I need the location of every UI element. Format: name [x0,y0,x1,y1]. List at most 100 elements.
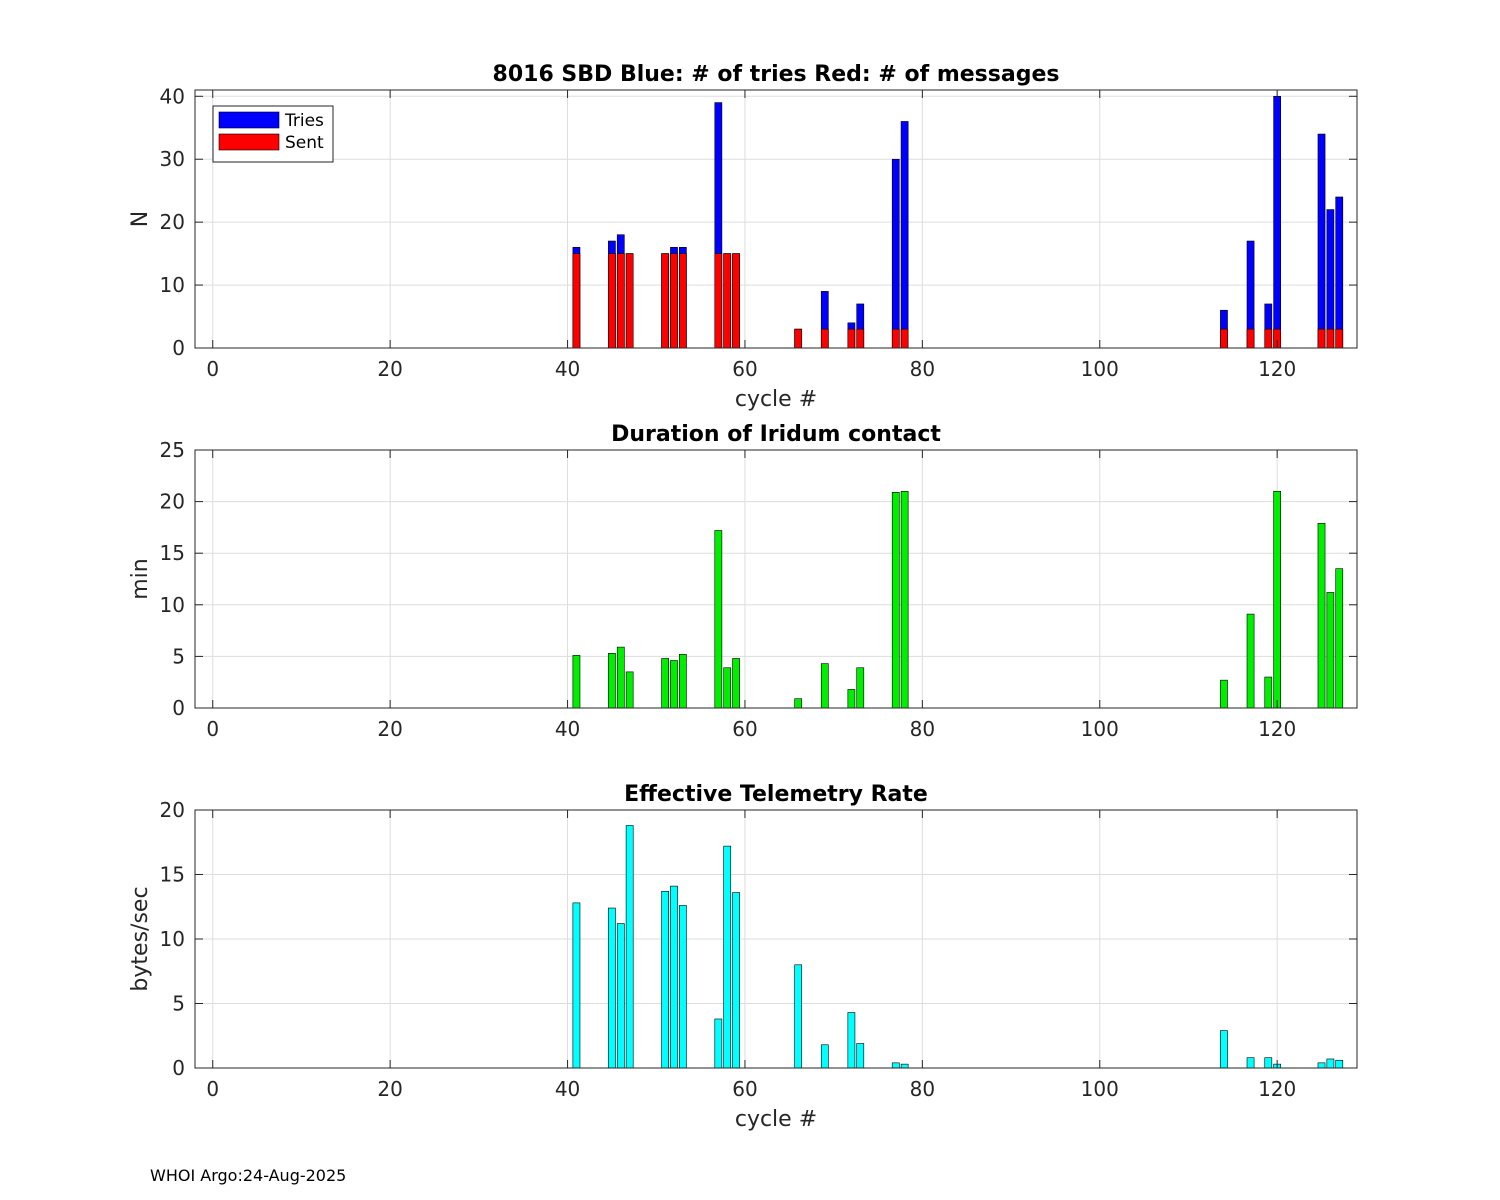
legend-swatch [218,111,280,129]
y-tick-label: 20 [160,798,185,822]
axes-box [194,89,1358,349]
bar [900,1063,909,1069]
y-tick-label: 10 [160,273,185,297]
x-tick-label: 40 [555,357,580,381]
y-tick-label: 5 [172,992,185,1016]
bar [1326,1058,1335,1069]
x-tick-label: 60 [732,1077,757,1101]
bar [1264,328,1273,349]
y-tick-label: 0 [172,336,185,360]
y-axis-label: bytes/sec [128,886,153,991]
bar [670,253,678,349]
bar [732,892,740,1069]
x-tick-label: 20 [377,357,402,381]
x-tick-label: 40 [555,1077,580,1101]
bar [679,905,687,1069]
bar [625,825,634,1069]
bar [608,907,616,1069]
bar [1335,568,1344,709]
y-tick-label: 15 [160,541,185,565]
x-tick-label: 0 [206,1077,219,1101]
bar [1220,679,1228,709]
y-tick-label: 20 [160,490,185,514]
bar [1326,209,1335,349]
x-axis-label: cycle # [735,387,817,412]
bar [714,253,723,349]
bar [1317,133,1326,349]
y-tick-label: 40 [160,84,185,108]
bar [1317,522,1326,709]
bar [572,253,581,349]
x-tick-label: 80 [910,1077,935,1101]
x-tick-label: 120 [1258,717,1296,741]
x-tick-label: 60 [732,717,757,741]
bar [723,667,732,709]
x-tick-label: 100 [1081,357,1119,381]
x-tick-label: 20 [377,1077,402,1101]
bar [856,667,865,709]
bar [1317,328,1326,349]
bar [900,121,909,349]
y-tick-label: 15 [160,863,185,887]
bar [625,253,634,349]
bar [679,253,687,349]
y-tick-label: 5 [172,644,185,668]
chart-title: Duration of Iridum contact [611,422,941,447]
x-tick-label: 100 [1081,717,1119,741]
bar [794,698,803,709]
bar [714,1018,723,1069]
legend-label: Tries [284,111,324,131]
x-tick-label: 80 [910,357,935,381]
bar [679,654,687,709]
chart-title: Effective Telemetry Rate [624,782,928,807]
bar [900,490,909,709]
bar [1326,592,1335,709]
bar [608,253,616,349]
bar [732,253,740,349]
chart-1: 0 20 40 60 80 100 120 0 10 20 30 40 8016 SBD Blue: #… [128,62,1358,412]
bar [670,885,678,1069]
bar [794,328,803,349]
chart-3: 0 20 40 60 80 100 120 0 5 10 15 20 Effective Telemet… [128,782,1358,1132]
bar [1246,613,1255,709]
y-axis-label: min [128,558,153,600]
bar [820,1044,829,1069]
axes-box [194,449,1358,709]
bar [1246,1057,1255,1069]
x-tick-label: 0 [206,357,219,381]
bar [1264,1057,1273,1069]
bar [1326,328,1335,349]
legend-swatch [218,133,280,151]
bar [625,671,634,709]
x-tick-label: 120 [1258,357,1296,381]
x-tick-label: 0 [206,717,219,741]
bar [661,253,669,349]
y-tick-label: 0 [172,1056,185,1080]
bar [1335,196,1344,349]
x-axis-label: cycle # [735,1107,817,1132]
bar [1220,328,1228,349]
bar [1264,676,1273,709]
chart-title: 8016 SBD Blue: # of tries Red: # of mess… [493,62,1060,87]
bar [891,492,900,709]
x-tick-label: 60 [732,357,757,381]
chart-2: 0 20 40 60 80 100 120 0 5 10 15 20 25 Duration of Iri… [128,422,1358,741]
y-tick-label: 25 [160,438,185,462]
bar [1246,328,1255,349]
bar [1335,1059,1344,1069]
x-tick-label: 80 [910,717,935,741]
bar [616,646,625,709]
bar [1220,1030,1228,1069]
y-tick-label: 30 [160,147,185,171]
y-tick-label: 10 [160,593,185,617]
legend-label: Sent [285,133,324,153]
y-tick-label: 0 [172,696,185,720]
bar [1273,95,1282,349]
bar [608,653,616,709]
bar [856,328,865,349]
bar [1317,1062,1326,1069]
bar [820,328,829,349]
bar [1335,328,1344,349]
